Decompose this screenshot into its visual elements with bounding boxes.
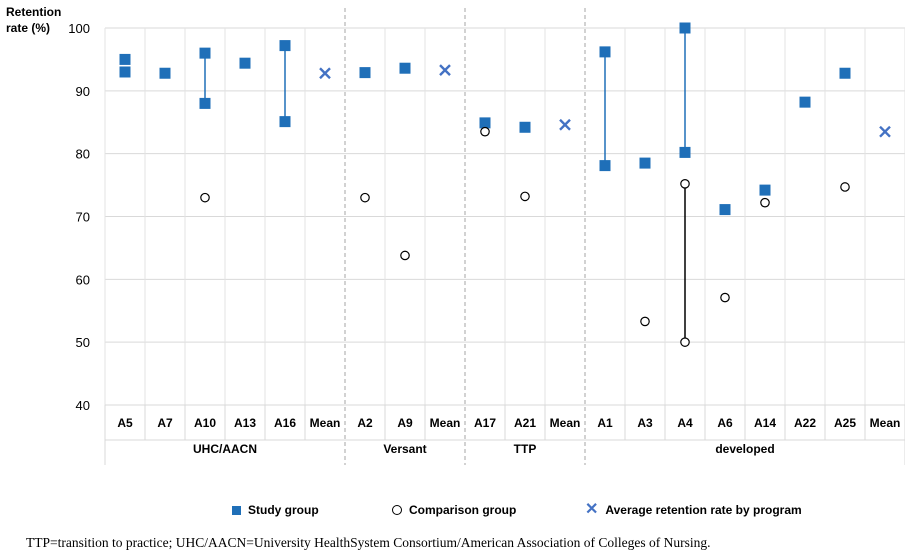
study-group-point [679, 22, 691, 34]
average-retention-point [559, 118, 571, 131]
x-tick-label: A5 [117, 416, 133, 430]
x-tick-label: A13 [234, 416, 256, 430]
x-tick-label: A17 [474, 416, 496, 430]
study-group-point [679, 146, 691, 158]
study-group-point [279, 40, 291, 52]
study-group-point [519, 121, 531, 133]
x-tick-label: Mean [550, 416, 581, 430]
comparison-group-point [680, 337, 690, 347]
x-tick-label: A6 [717, 416, 733, 430]
x-tick-label: A4 [677, 416, 693, 430]
y-axis-label: Retention rate (%) [6, 4, 61, 36]
y-axis-label-line-2: rate (%) [6, 21, 51, 35]
study-group-point [239, 57, 251, 69]
comparison-group-point [520, 191, 530, 202]
study-group-point [199, 97, 211, 109]
study-group-point [199, 47, 211, 59]
comparison-group-point [760, 197, 770, 208]
circle-marker-icon [392, 505, 402, 515]
y-axis-label-line-1: Retention [6, 5, 62, 19]
x-tick-label: Mean [310, 416, 341, 430]
y-tick-label: 70 [76, 210, 90, 225]
comparison-group-point [840, 182, 850, 192]
average-retention-point [319, 67, 331, 80]
legend-comparison-label: Comparison group [409, 503, 517, 517]
x-marker-icon: ✕ [585, 501, 599, 518]
comparison-group-point [720, 292, 730, 303]
comparison-group-point [400, 250, 410, 261]
average-retention-point [439, 64, 451, 76]
x-tick-label: A2 [357, 416, 373, 430]
y-tick-label: 80 [76, 147, 90, 162]
comparison-group-point [360, 192, 370, 203]
group-label: UHC/AACN [193, 442, 257, 456]
x-tick-label: A7 [157, 416, 173, 430]
x-tick-label: Mean [870, 416, 901, 430]
y-tick-label: 50 [76, 335, 90, 350]
group-label: Versant [383, 442, 426, 456]
study-group-point [799, 96, 811, 108]
study-group-point [479, 117, 491, 129]
legend-study-label: Study group [248, 503, 319, 517]
comparison-group-point [200, 192, 210, 203]
legend-average-label: Average retention rate by program [605, 503, 802, 517]
study-group-point [399, 62, 411, 74]
x-tick-label: A25 [834, 416, 856, 430]
study-group-point [159, 67, 171, 79]
study-group-point [119, 66, 131, 78]
x-tick-label: A10 [194, 416, 216, 430]
study-group-point [719, 204, 731, 216]
x-tick-label: A3 [637, 416, 653, 430]
comparison-group-point [640, 316, 650, 327]
study-group-point [599, 46, 611, 58]
study-group-point [599, 160, 611, 172]
x-tick-label: A22 [794, 416, 816, 430]
study-group-point [119, 53, 131, 65]
x-tick-label: A16 [274, 416, 296, 430]
x-tick-label: A21 [514, 416, 536, 430]
y-tick-label: 90 [76, 84, 90, 99]
legend-average: ✕ Average retention rate by program [585, 501, 802, 518]
group-label: developed [715, 442, 774, 456]
x-tick-label: A9 [397, 416, 413, 430]
footnote: TTP=transition to practice; UHC/AACN=Uni… [26, 535, 711, 550]
x-tick-label: A1 [597, 416, 613, 430]
study-group-point [839, 67, 851, 79]
square-marker-icon [232, 505, 241, 515]
legend-study-group: Study group [232, 503, 319, 517]
study-group-point [279, 116, 291, 128]
x-tick-label: Mean [430, 416, 461, 430]
comparison-group-point [680, 179, 690, 189]
average-retention-point [879, 125, 891, 138]
x-tick-label: A14 [754, 416, 776, 430]
group-label: TTP [514, 442, 537, 456]
study-group-point [359, 67, 371, 79]
study-group-point [759, 184, 771, 196]
retention-chart: 40 50 60 70 80 90 100 A5 A7 A10 A13 A16 Mean UHC/AACN… [68, 8, 905, 465]
y-tick-label: 100 [68, 21, 90, 36]
y-tick-label: 60 [76, 272, 90, 287]
study-group-point [639, 157, 651, 169]
comparison-group-point [480, 126, 490, 137]
y-tick-label: 40 [76, 398, 90, 413]
legend-comparison-group: Comparison group [392, 503, 516, 517]
